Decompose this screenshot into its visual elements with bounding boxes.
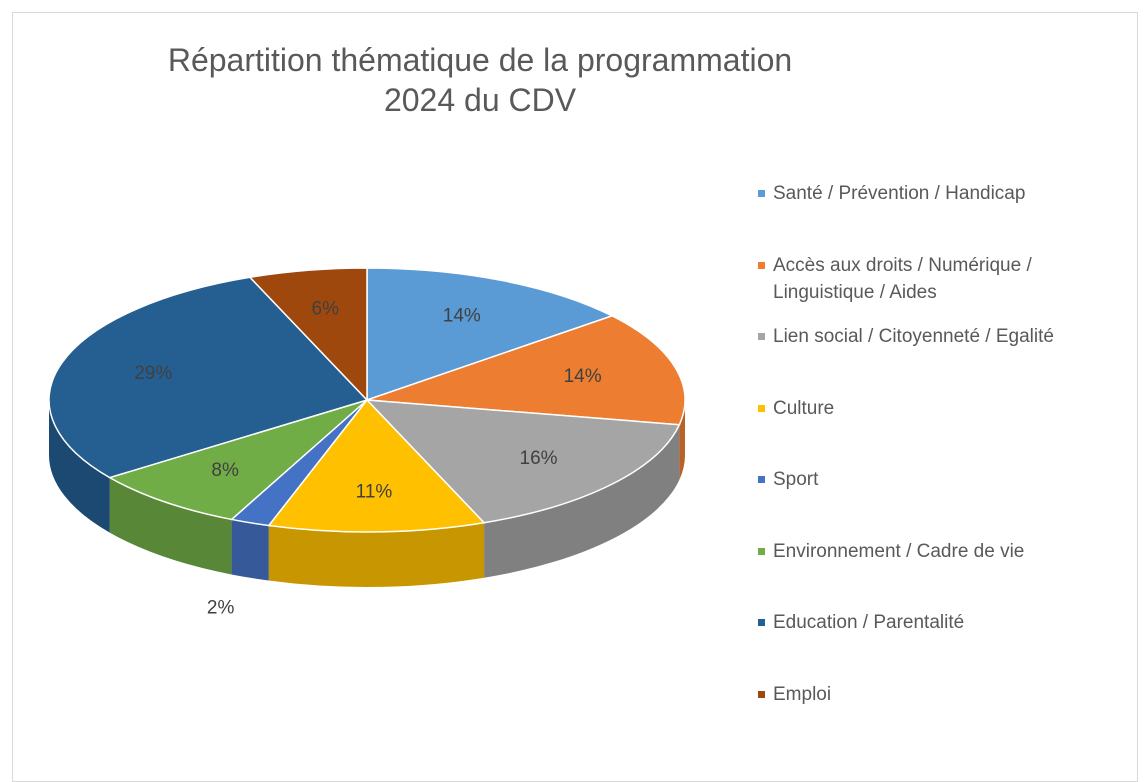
- slice-side-shade: [49, 400, 110, 533]
- legend-swatch: [758, 333, 765, 340]
- slice: [48, 276, 369, 479]
- data-label: 11%: [356, 481, 393, 502]
- slice: [365, 399, 681, 524]
- legend-item: Education / Parentalité: [758, 609, 1128, 681]
- data-label: 14%: [443, 305, 481, 326]
- slice-side-shade: [484, 424, 680, 578]
- legend-swatch: [758, 476, 765, 483]
- legend-label: Environnement / Cadre de vie: [773, 540, 1025, 562]
- slice-side: [484, 424, 680, 578]
- legend-item: Accès aux droits / Numérique / Linguisti…: [758, 252, 1128, 324]
- legend-item: Environnement / Cadre de vie: [758, 538, 1128, 610]
- slice-side: [49, 400, 110, 533]
- slice-side: [109, 477, 232, 575]
- legend-item: Sport: [758, 466, 1128, 538]
- slice-side: [268, 522, 485, 588]
- legend-swatch: [758, 547, 765, 555]
- data-label: 8%: [211, 460, 239, 481]
- legend-item: Santé / Prévention / Handicap: [758, 180, 1128, 252]
- legend-swatch: [758, 404, 765, 412]
- data-label: 29%: [134, 363, 172, 384]
- slice-side: [679, 400, 685, 480]
- legend-label: Emploi: [773, 683, 832, 705]
- slice: [107, 399, 368, 521]
- slice-side-shade: [109, 477, 232, 575]
- slice-side-shade: [268, 522, 485, 588]
- data-label: 14%: [564, 366, 602, 387]
- slice-side-shade: [231, 519, 269, 581]
- slice-side: [231, 519, 269, 581]
- legend-label: Accès aux droits / Numérique / Linguisti…: [773, 254, 1032, 303]
- slice: [366, 267, 614, 402]
- legend-swatch: [758, 619, 765, 626]
- chart-title: Répartition thématique de la programmati…: [167, 42, 793, 118]
- legend-swatch: [758, 190, 765, 197]
- data-label: 6%: [312, 298, 340, 319]
- legend-swatch: [758, 690, 765, 698]
- legend-swatch: [758, 261, 765, 269]
- slice: [366, 315, 686, 426]
- legend-label: Education / Parentalité: [773, 612, 965, 633]
- legend-label: Sport: [773, 469, 819, 490]
- legend-label: Culture: [773, 397, 835, 419]
- legend-item: Lien social / Citoyenneté / Egalité: [758, 323, 1128, 395]
- legend-label: Santé / Prévention / Handicap: [773, 183, 1026, 204]
- legend-label: Lien social / Citoyenneté / Egalité: [773, 326, 1054, 347]
- legend-item: Emploi: [758, 681, 1128, 753]
- slice: [267, 398, 486, 533]
- data-label: 2%: [207, 597, 235, 618]
- slice-side-shade: [679, 400, 685, 480]
- slice: [248, 267, 368, 402]
- legend: Santé / Prévention / Handicap Accès aux d…: [758, 180, 1128, 752]
- data-label: 16%: [520, 448, 558, 469]
- legend-item: Culture: [758, 395, 1128, 467]
